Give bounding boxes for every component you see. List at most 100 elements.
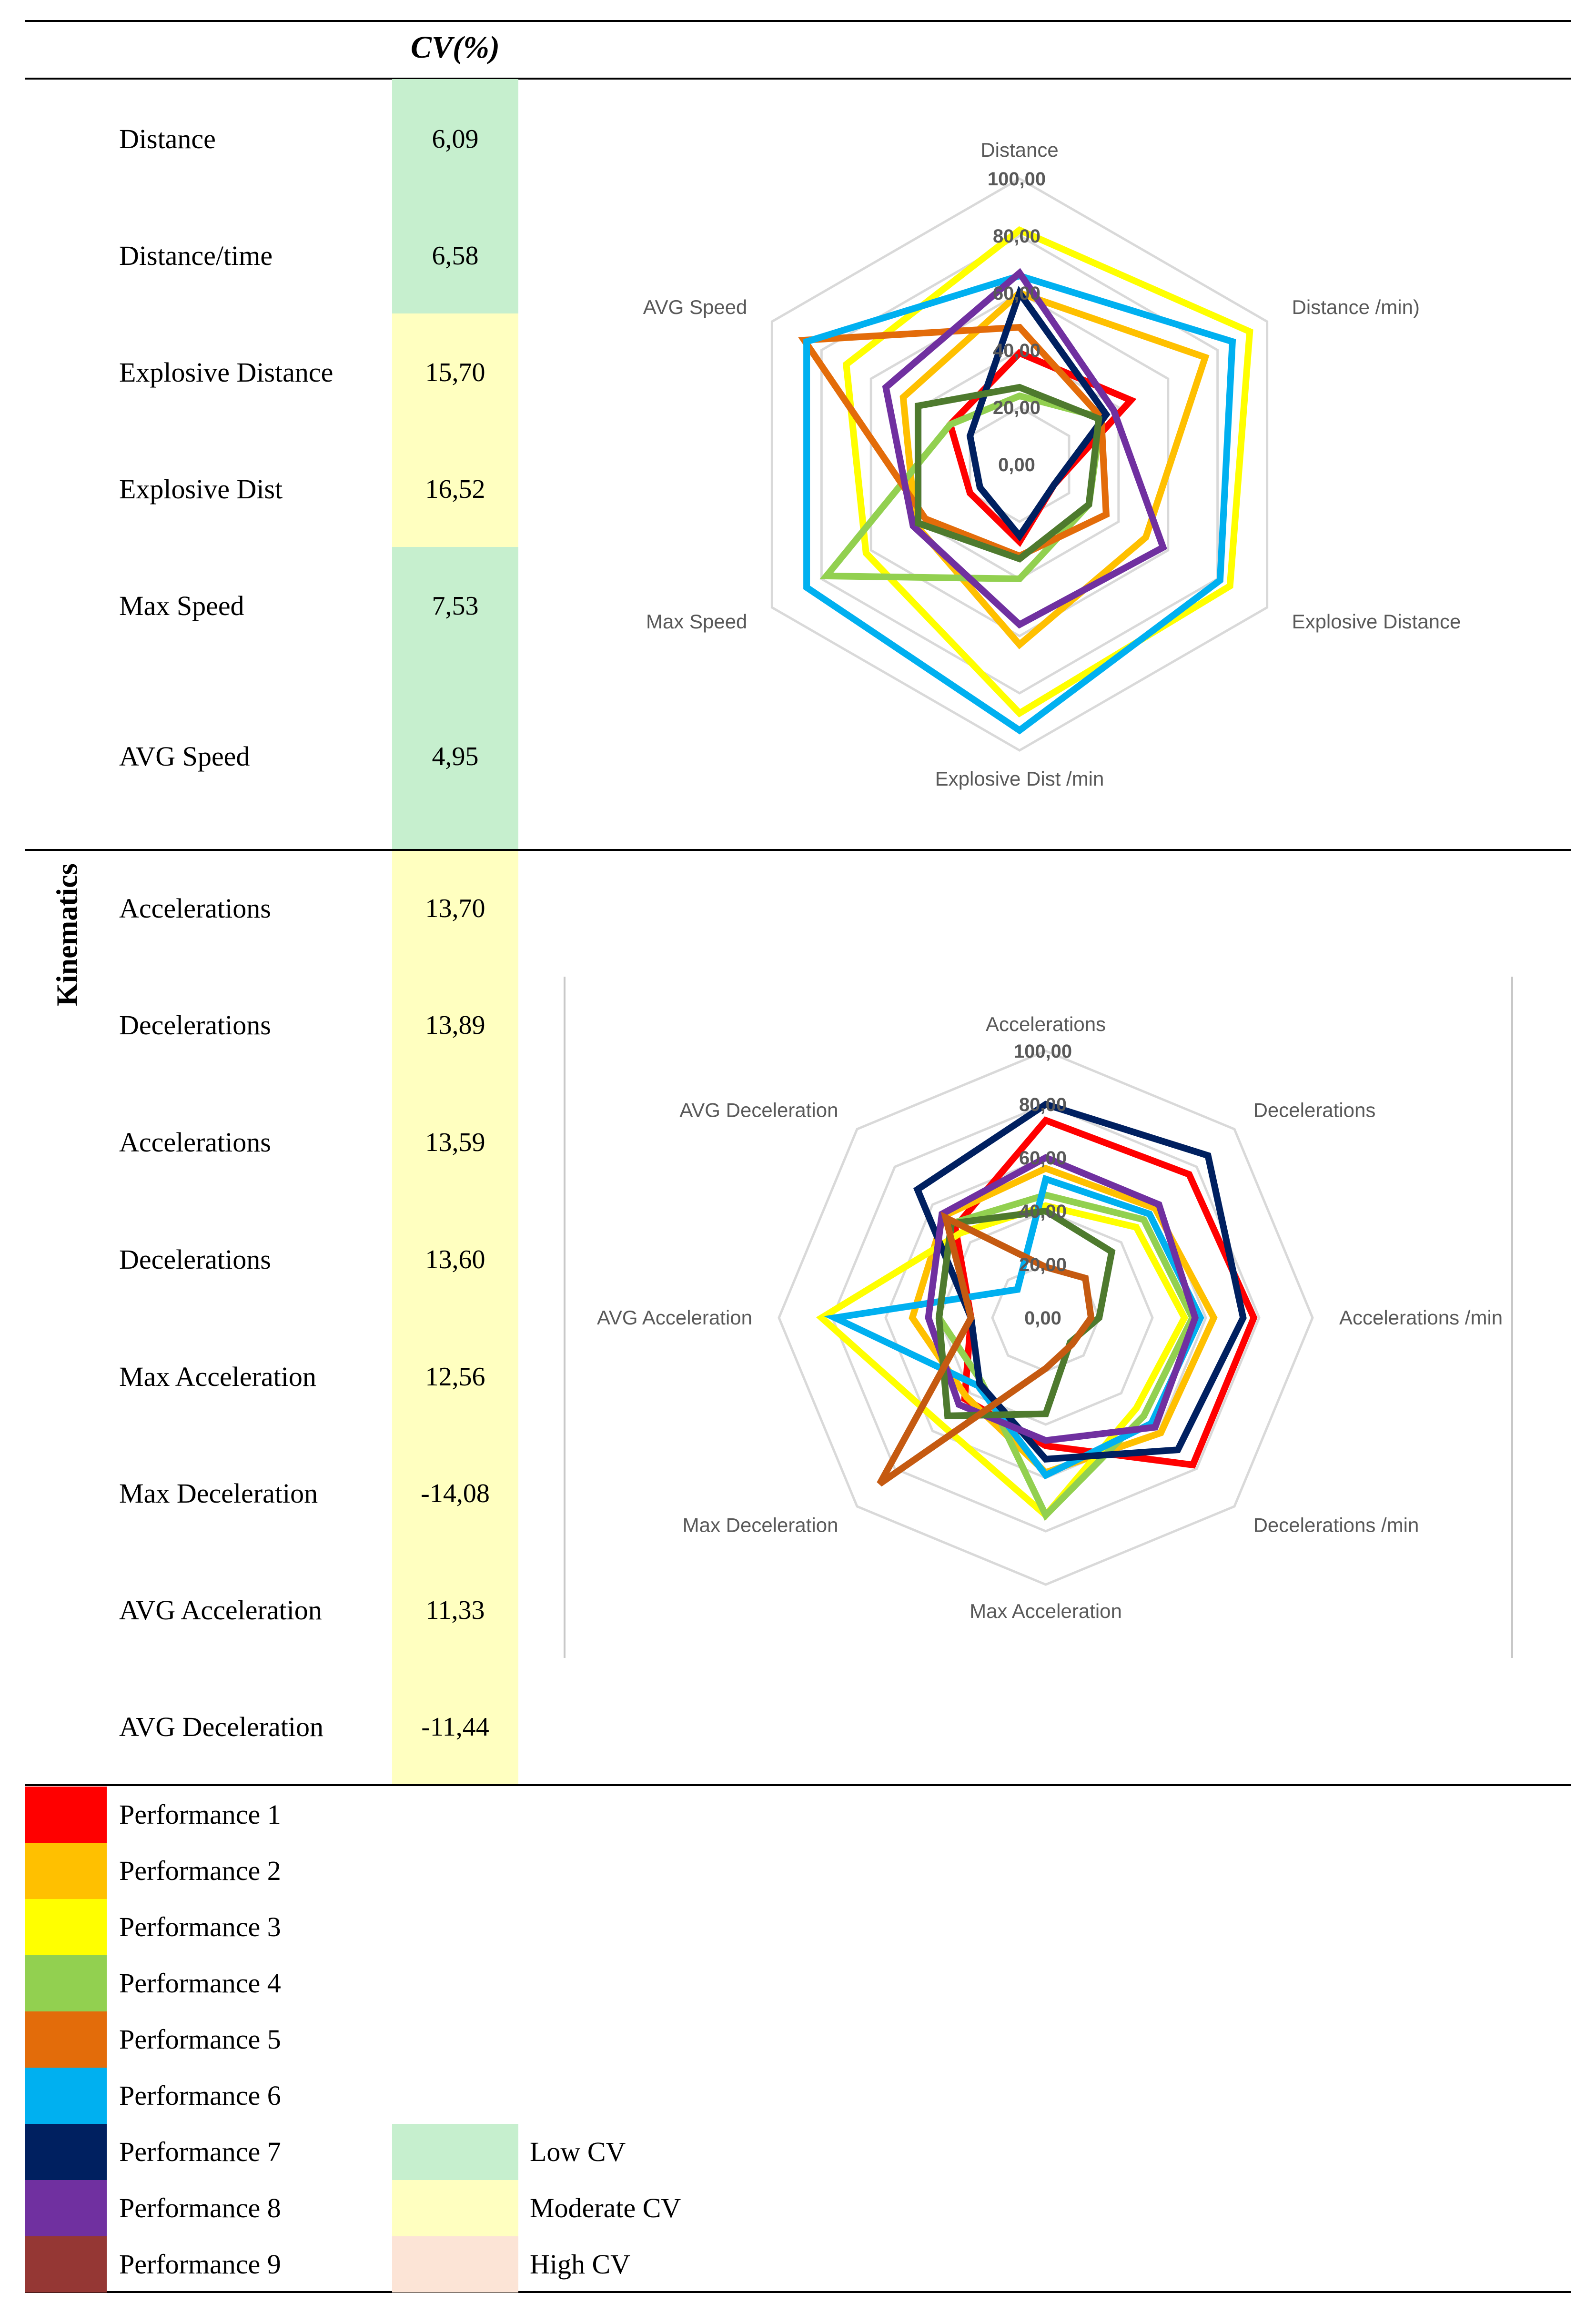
- radar-axis-label: Accelerations /min: [1339, 1306, 1503, 1329]
- radar-series-line: [925, 1154, 1199, 1444]
- radar-tick-label: 0,00: [1024, 1308, 1061, 1329]
- table-top-rule: [25, 20, 1571, 22]
- legend-label-performance-6: Performance 6: [119, 2080, 281, 2111]
- radar-series-line: [877, 1212, 1095, 1487]
- legend-label-performance-2: Performance 2: [119, 1855, 281, 1886]
- cv-column-header: CV(%): [411, 30, 500, 65]
- row-cv-value: 16,52: [425, 475, 485, 504]
- radar-grid-ring: [778, 1050, 1314, 1586]
- row-label: AVG Speed: [119, 741, 250, 772]
- row-cv-value: 7,53: [432, 591, 479, 621]
- legend-swatch-performance-5: [25, 2011, 107, 2068]
- radar-grid-ring: [820, 234, 1219, 695]
- legend-label-performance-8: Performance 8: [119, 2192, 281, 2223]
- radar-axis-label: Decelerations /min: [1253, 1514, 1419, 1536]
- cv-low-block-1: [392, 79, 518, 313]
- legend-swatch-performance-7: [25, 2124, 107, 2180]
- radar-series-line: [803, 272, 1236, 735]
- radar-axis-label: Explosive Distance: [1292, 610, 1461, 633]
- legend-swatch-performance-6: [25, 2068, 107, 2124]
- row-cv-value: 13,89: [425, 1010, 485, 1040]
- row-cv-value: 13,70: [425, 894, 485, 923]
- radar-grid-ring: [770, 177, 1269, 752]
- legend-swatch-performance-3: [25, 1899, 107, 1955]
- radar-tick-label: 60,00: [993, 283, 1040, 304]
- header-bottom-rule: [25, 78, 1571, 80]
- row-label: Max Speed: [119, 590, 244, 621]
- cv-legend-label: Moderate CV: [530, 2192, 681, 2223]
- row-label: Accelerations: [119, 893, 271, 924]
- row-cv-value: 4,95: [432, 742, 479, 771]
- radar-tick-label: 60,00: [1019, 1148, 1067, 1169]
- radar-series-line: [824, 1174, 1204, 1480]
- radar-series-line: [966, 285, 1111, 542]
- radar-axis-label: Distance: [980, 139, 1058, 161]
- radar-tick-label: 80,00: [1019, 1094, 1067, 1115]
- radar-tick-label: 80,00: [993, 226, 1040, 247]
- row-label: Max Acceleration: [119, 1361, 316, 1392]
- radar-axis-label: AVG Acceleration: [597, 1306, 752, 1329]
- radar-axis-label: AVG Speed: [643, 296, 747, 318]
- chart2-left-border: [564, 977, 566, 1658]
- row-label: Explosive Dist: [119, 474, 283, 505]
- radar-axis-label: Max Speed: [646, 610, 747, 633]
- radar-axis-label: Explosive Dist /min: [935, 768, 1104, 790]
- radar-axis-label: Max Acceleration: [970, 1600, 1122, 1622]
- radar-tick-label: 100,00: [988, 169, 1046, 190]
- radar-chart-accelerations: 0,00 20,00 40,00 60,00 80,00 100,00 Accelerati…: [597, 1013, 1503, 1622]
- radar-axis-label: AVG Deceleration: [679, 1099, 838, 1121]
- legend-swatch-performance-1: [25, 1787, 107, 1843]
- radar-tick-label: 40,00: [1019, 1201, 1067, 1222]
- cv-moderate-block-2: [392, 851, 518, 1784]
- radar-tick-label: 20,00: [993, 397, 1040, 418]
- legend-label-performance-7: Performance 7: [119, 2136, 281, 2167]
- radar-series-line: [935, 1207, 1116, 1420]
- row-cv-value: 11,33: [425, 1596, 485, 1625]
- radar-series-line: [914, 384, 1102, 563]
- legend-label-performance-1: Performance 1: [119, 1799, 281, 1830]
- row-label: Decelerations: [119, 1244, 271, 1275]
- radar-tick-label: 40,00: [993, 340, 1040, 361]
- row-cv-value: -11,44: [421, 1712, 489, 1742]
- legend-label-performance-9: Performance 9: [119, 2249, 281, 2280]
- radar-tick-label: 20,00: [1019, 1254, 1067, 1275]
- row-cv-value: -14,08: [421, 1479, 490, 1508]
- row-cv-value: 13,59: [425, 1128, 485, 1157]
- legend-swatch-performance-4: [25, 1955, 107, 2011]
- row-cv-value: 12,56: [425, 1362, 485, 1392]
- cv-low-block-2: [392, 547, 518, 849]
- row-cv-value: 13,60: [425, 1245, 485, 1274]
- cv-moderate-block-1: [392, 313, 518, 547]
- row-label: Distance: [119, 123, 216, 154]
- radar-series-line: [842, 226, 1253, 717]
- row-label: Decelerations: [119, 1010, 271, 1040]
- radar-axis-label: Accelerations: [986, 1013, 1106, 1035]
- cv-legend-swatch: [392, 2124, 518, 2180]
- legend-label-performance-4: Performance 4: [119, 1968, 281, 1999]
- radar-series-line: [899, 289, 1210, 649]
- radar-series-line: [913, 1101, 1247, 1463]
- row-label: Distance/time: [119, 240, 273, 271]
- row-cv-value: 6,58: [432, 241, 479, 271]
- radar-grid-ring: [869, 292, 1170, 637]
- legend-label-performance-3: Performance 3: [119, 1911, 281, 1942]
- cv-legend-swatch: [392, 2236, 518, 2293]
- radar-chart-speed-distance: 0,00 20,00 40,00 60,00 80,00 100,00 Distance Di…: [643, 139, 1461, 790]
- radar-tick-label: 0,00: [998, 455, 1035, 475]
- cv-legend-label: Low CV: [530, 2136, 626, 2167]
- row-label: AVG Deceleration: [119, 1711, 323, 1742]
- row-cv-value: 6,09: [432, 124, 479, 154]
- radar-grid-ring: [831, 1103, 1261, 1533]
- cv-legend-swatch: [392, 2180, 518, 2236]
- cv-legend-label: High CV: [530, 2249, 631, 2280]
- row-label: Accelerations: [119, 1127, 271, 1158]
- radar-axis-label: Distance /min): [1292, 296, 1420, 318]
- radar-axis-label: Max Deceleration: [683, 1514, 838, 1536]
- chart2-right-border: [1511, 977, 1513, 1658]
- radar-series-line: [882, 268, 1168, 629]
- legend-swatch-performance-9: [25, 2236, 107, 2293]
- row-label: Explosive Distance: [119, 357, 333, 388]
- legend-swatch-performance-2: [25, 1843, 107, 1899]
- table-bottom-rule: [25, 2291, 1571, 2293]
- row-cv-value: 15,70: [425, 358, 485, 387]
